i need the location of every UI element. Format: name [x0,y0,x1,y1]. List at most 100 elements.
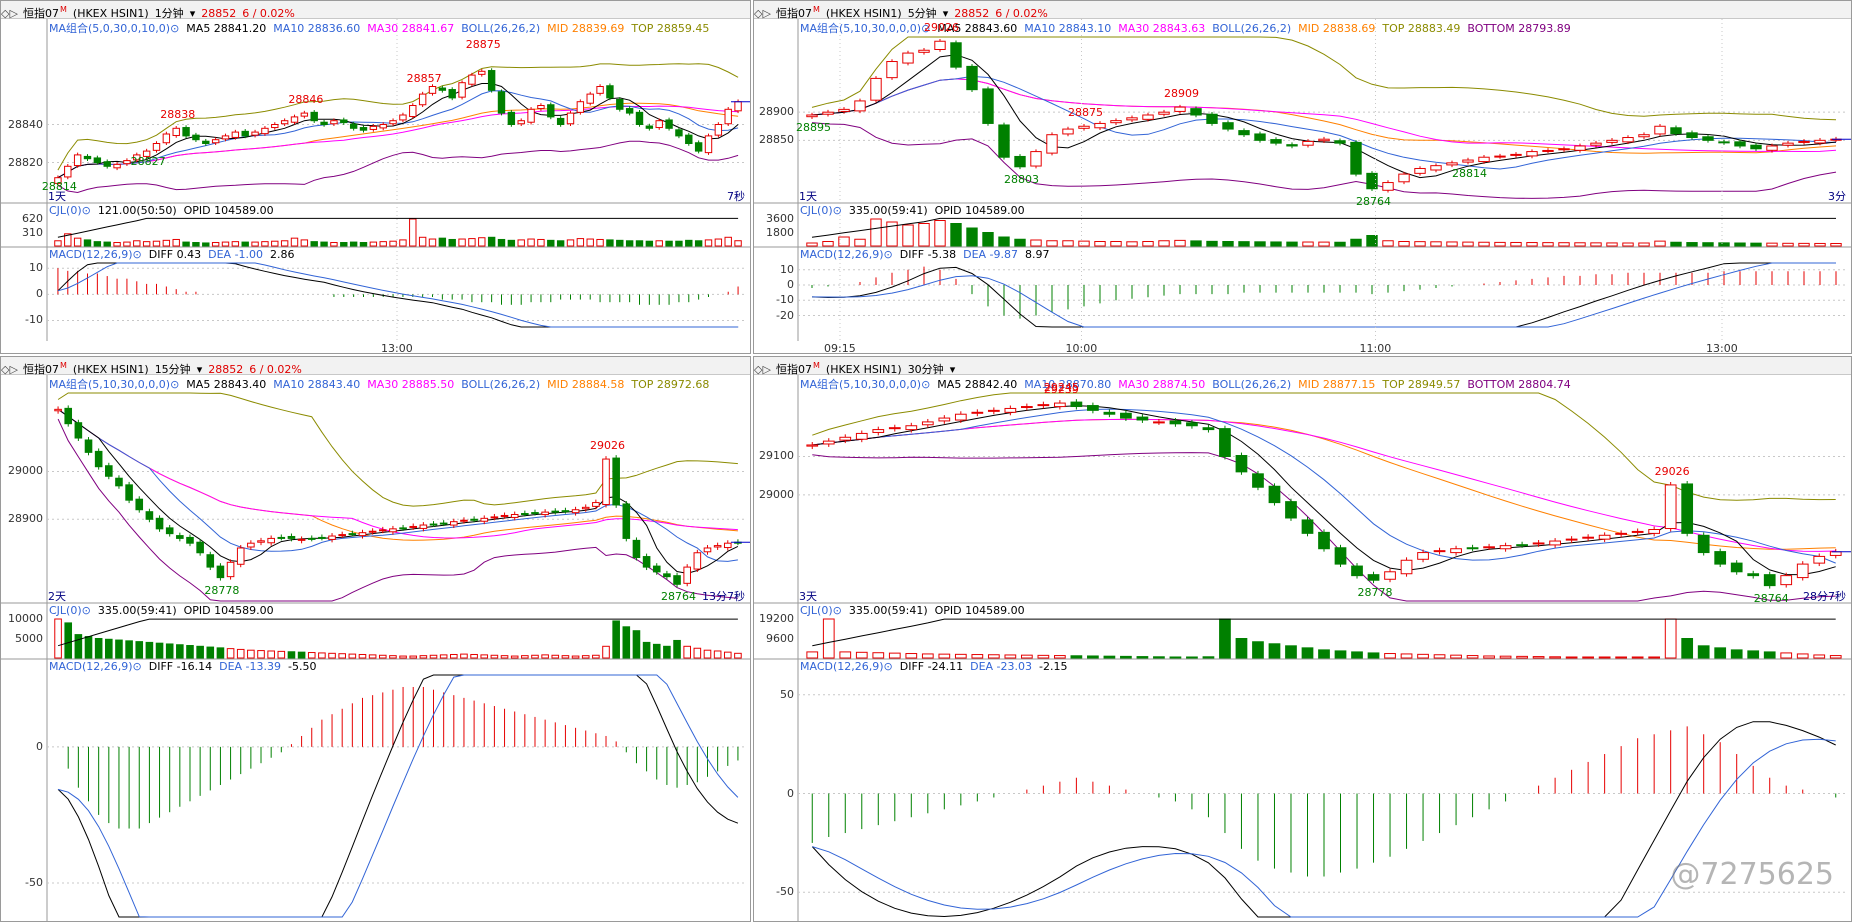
ma-legend[interactable]: MA组合(5,10,30,0,0,0)⊙ MA5 28843.60 MA10 288… [800,22,1578,36]
volume-bar [176,644,184,659]
macd-legend[interactable]: MACD(12,26,9)⊙ DIFF -5.38 DEA -9.87 8.97 [800,248,1057,262]
ma-legend[interactable]: MA组合(5,0,30,0,10,0)⊙ MA5 28841.20 MA10 288… [49,22,716,36]
macd-axis-label: 0 [36,287,43,301]
panel-header: ◇▷ 恒指07M (HKEX HSIN1) 15分钟 ▾ 28852 6 / 0.02% [1,357,750,376]
volume-bar [1549,656,1561,659]
volume-bar [221,241,230,247]
candle-body [1120,412,1132,419]
macd-axis-label: -20 [776,308,794,322]
ma5-line [811,54,1837,179]
candle-body [1582,536,1594,539]
volume-bar [1648,656,1661,659]
candle-body [1351,565,1363,577]
cycle-icon[interactable]: ◇▷ [1,362,18,376]
period-select[interactable]: 15分钟 ▾ [154,362,203,376]
candle-body [1153,421,1165,424]
open-interest-line [57,618,738,647]
volume-bar [338,653,346,659]
cjl-legend[interactable]: CJL(0)⊙ 335.00(59:41) OPID 104589.00 [800,604,1032,618]
candle-body [1270,139,1282,144]
ma-legend[interactable]: MA组合(5,10,30,0,0,0)⊙ MA5 28843.40 MA10 288… [49,378,716,392]
volume-bar [1222,241,1234,247]
volume-bar [300,239,309,247]
volume-bar [1037,654,1050,659]
boll-bottom-line [57,140,739,194]
volume-bar [94,638,103,659]
macd-axis-label: -50 [25,875,43,889]
price-extreme-label: 28814 [1452,166,1487,180]
cycle-icon[interactable]: ◇▷ [1,6,18,20]
last-price: 28852 [201,6,237,20]
candle-body [251,131,259,136]
legend-boll: BOLL(26,26,2) [1212,22,1292,35]
price-axis-label: 29100 [759,449,794,463]
chart-panel-1min[interactable]: ◇▷ 恒指07M (HKEX HSIN1) 1分钟 ▾ 28852 6 / 0.02% MA… [0,0,751,354]
candle-body [855,432,868,440]
macd-dea: DEA -9.87 [963,248,1018,261]
candle-body [1780,575,1793,586]
volume-bar [1186,656,1198,659]
volume-bar [93,241,102,247]
price-change: 6 / 0.02% [242,6,295,20]
volume-bar [517,239,525,247]
macd-legend[interactable]: MACD(12,26,9)⊙ DIFF 0.43 DEA -1.00 2.86 [49,248,302,262]
legend-mid: MID 28877.15 [1298,378,1376,391]
candle-body [64,165,72,178]
volume-bar [1526,242,1538,247]
volume-bar [320,241,328,247]
macd-legend[interactable]: MACD(12,26,9)⊙ DIFF -16.14 DEA -13.39 -5.50 [49,660,323,674]
volume-bar [64,233,72,247]
chart-panel-30min[interactable]: ◇▷ 恒指07M (HKEX HSIN1) 30分钟 ▾ MA组合(5,10,30,0,… [753,356,1852,922]
volume-bar [645,240,654,247]
candle-body [547,104,555,118]
volume-bar [622,626,631,659]
candle-body [123,160,131,165]
cycle-icon[interactable]: ◇▷ [754,362,771,376]
candle-body [938,417,951,422]
macd-axis-label: -50 [776,885,794,899]
volume-bar [1238,241,1250,247]
cycle-icon[interactable]: ◇▷ [754,6,771,20]
volume-bar [267,650,275,659]
candle-body [368,530,377,533]
volume-bar [1750,242,1762,247]
candle-body [602,458,610,506]
boll-bottom-line [57,418,738,602]
volume-bar [1398,241,1410,247]
candle-body [1558,148,1570,151]
candle-body [1590,142,1602,146]
volume-bar [938,653,951,659]
price-axis-label: 28900 [759,105,794,119]
volume-bar [487,236,496,247]
period-select[interactable]: 1分钟 ▾ [154,6,196,20]
volume-bar [1062,240,1074,247]
symbol-code: (HKEX HSIN1) [72,6,149,20]
macd-legend[interactable]: MACD(12,26,9)⊙ DIFF -24.11 DEA -23.03 -2.15 [800,660,1074,674]
cjl-legend[interactable]: CJL(0)⊙ 121.00(50:50) OPID 104589.00 [49,204,281,218]
candle-body [257,540,265,543]
legend-mid: MID 28839.69 [547,22,625,35]
volume-bar [251,241,259,247]
period-select[interactable]: 30分钟 ▾ [907,362,956,376]
volume-axis-label: 5000 [15,631,43,645]
volume-bar [1430,241,1442,247]
ma30-line [811,78,1837,153]
volume-bar [1574,242,1586,247]
candle-body [328,535,336,540]
chart-panel-15min[interactable]: ◇▷ 恒指07M (HKEX HSIN1) 15分钟 ▾ 28852 6 / 0.02% M… [0,356,751,922]
candle-body [438,87,447,91]
period-select[interactable]: 5分钟 ▾ [907,6,949,20]
ma-legend[interactable]: MA组合(5,10,30,0,0,0)⊙ MA5 28842.40 MA10 288… [800,378,1578,392]
legend-ma10: MA10 28870.80 [1024,378,1112,391]
chart-panel-5min[interactable]: ◇▷ 恒指07M (HKEX HSIN1) 5分钟 ▾ 28852 6 / 0.02% MA… [753,0,1852,354]
volume-bar [1219,618,1231,659]
volume-bar [703,649,712,659]
cjl-legend[interactable]: CJL(0)⊙ 335.00(59:41) OPID 104589.00 [800,204,1032,218]
candle-body [1750,144,1762,150]
cjl-legend[interactable]: CJL(0)⊙ 335.00(59:41) OPID 104589.00 [49,604,281,618]
countdown-label: 3分 [1828,190,1846,203]
volume-bar [152,240,161,247]
period-count-label: 3天 [799,590,817,603]
period-count-label: 1天 [48,190,66,203]
volume-bar [1798,242,1810,247]
